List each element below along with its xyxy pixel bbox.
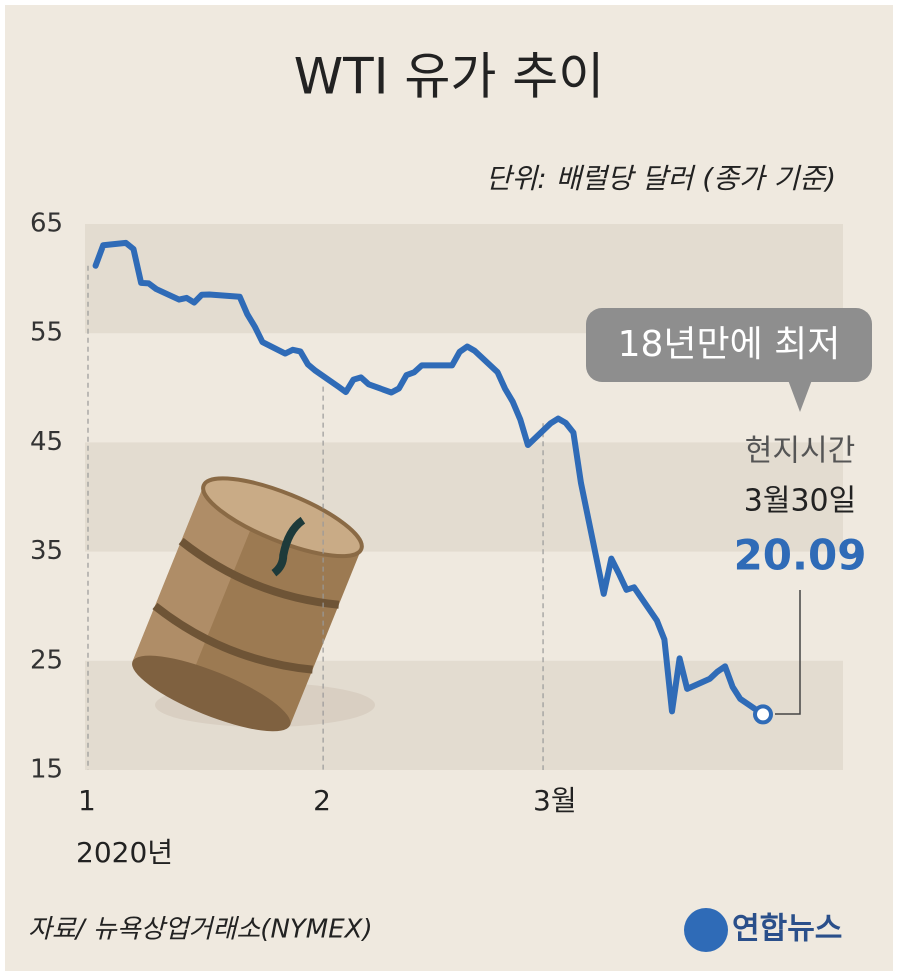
x-tick-label: 2 xyxy=(313,784,331,817)
leader-line xyxy=(775,590,801,715)
logo-text: 연합뉴스 xyxy=(732,912,842,947)
x-tick-label: 1 xyxy=(78,784,96,817)
callout-text: 18년만에 최저 xyxy=(618,324,841,365)
source: 자료/ 뉴욕상업거래소(NYMEX) xyxy=(28,915,373,945)
value-label: 20.09 xyxy=(734,531,867,580)
y-tick-label: 55 xyxy=(30,318,63,348)
y-tick-label: 45 xyxy=(30,427,63,457)
data-line xyxy=(92,239,766,718)
end-point xyxy=(753,704,773,725)
x-tick-label: 3월 xyxy=(533,784,577,817)
callout-pointer xyxy=(788,380,812,412)
y-tick-label: 65 xyxy=(30,209,63,239)
chart-title: WTI 유가 추이 xyxy=(294,48,605,106)
logo-icon xyxy=(684,908,728,952)
y-tick-label: 15 xyxy=(30,755,63,785)
annotation: 3월30일 xyxy=(744,484,856,519)
barrel-illustration xyxy=(132,476,375,732)
subtitle: 단위: 배럴당 달러 (종가 기준) xyxy=(486,162,836,195)
y-tick-label: 25 xyxy=(30,645,63,675)
annotation: 현지시간 xyxy=(745,434,855,469)
callout-box xyxy=(586,308,872,382)
x-axis-label: 2020년 xyxy=(76,836,173,869)
y-tick-label: 35 xyxy=(30,536,63,566)
